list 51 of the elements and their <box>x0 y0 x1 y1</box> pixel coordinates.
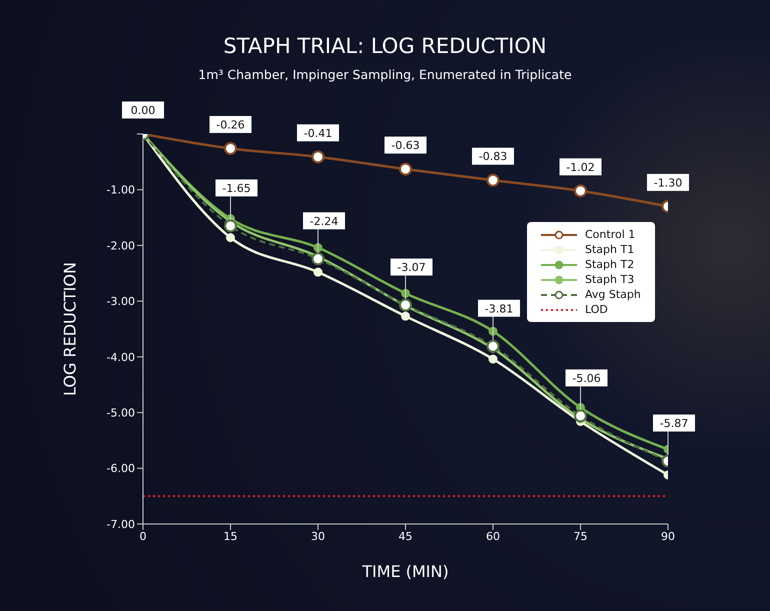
point <box>486 340 500 353</box>
chart-subtitle: 1m³ Chamber, Impinger Sampling, Enumerated in Triplicate <box>197 67 573 82</box>
y-tick-label: -6.00 <box>106 462 135 476</box>
point <box>401 312 410 321</box>
point <box>314 268 322 277</box>
data-label: 0.00 <box>130 104 156 117</box>
x-tick-label: 15 <box>224 530 238 543</box>
y-tick-label: -5.00 <box>106 406 135 420</box>
point <box>224 219 237 232</box>
legend-label: Avg Staph <box>585 288 641 301</box>
data-label: -1.02 <box>566 160 595 174</box>
point <box>224 142 237 155</box>
x-tick-label: 90 <box>661 530 675 543</box>
data-label: -3.07 <box>397 261 426 274</box>
data-label: -5.06 <box>572 372 601 385</box>
y-tick-label: -3.00 <box>106 295 135 308</box>
x-tick-label: 0 <box>140 530 146 543</box>
point <box>574 184 587 198</box>
legend-label: Control 1 <box>585 228 636 241</box>
point <box>486 174 500 187</box>
point <box>312 252 324 266</box>
y-axis-title: LOG REDUCTION <box>60 262 80 396</box>
x-tick-label: 60 <box>486 530 500 543</box>
x-tick-label: 75 <box>574 530 588 543</box>
x-tick-label: 30 <box>311 530 325 543</box>
x-axis-title: TIME (MIN) <box>361 562 449 581</box>
data-label: -3.81 <box>484 302 514 316</box>
point <box>399 298 412 312</box>
x-tick-label: 45 <box>398 530 412 543</box>
point <box>399 162 412 176</box>
data-label: -1.30 <box>654 176 682 190</box>
y-tick-label: -4.00 <box>106 350 135 364</box>
data-label: -0.83 <box>478 150 508 164</box>
data-label: -5.87 <box>660 417 688 430</box>
point <box>226 233 235 242</box>
point <box>574 409 587 422</box>
legend-label: Staph T3 <box>585 273 634 286</box>
legend-label: LOD <box>585 303 608 316</box>
data-label: -0.41 <box>304 126 332 140</box>
data-label: -2.24 <box>310 214 338 228</box>
data-label: -0.26 <box>216 118 245 132</box>
y-tick-label: -7.00 <box>106 518 135 531</box>
point <box>312 150 324 164</box>
data-label: -1.65 <box>222 182 251 195</box>
y-tick-label: -2.00 <box>106 239 135 252</box>
y-tick-label: -1.00 <box>106 184 135 197</box>
legend-label: Staph T2 <box>585 258 634 271</box>
data-label: -0.63 <box>391 139 420 152</box>
legend-label: Staph T1 <box>585 243 634 256</box>
point <box>488 354 498 364</box>
chart-title: STAPH TRIAL: LOG REDUCTION <box>222 34 548 58</box>
